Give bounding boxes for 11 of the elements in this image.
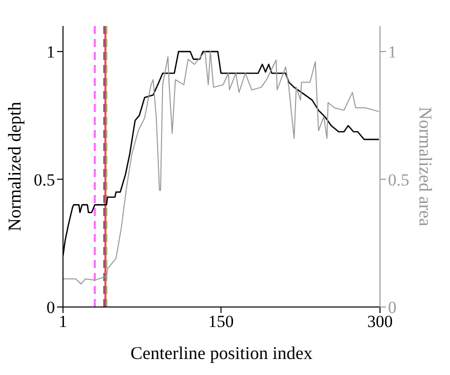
x-tick-label: 150	[208, 312, 234, 332]
y-tick-label: 1	[46, 42, 55, 62]
y-axis-title: Normalized depth	[4, 102, 24, 232]
x-tick-label: 1	[58, 312, 68, 332]
y2-tick-label: 0.5	[388, 170, 410, 190]
y-tick-label: 0.5	[34, 170, 55, 190]
x-tick-label: 300	[367, 312, 393, 332]
y2-axis-title: Normalized area	[416, 106, 436, 226]
y-tick-label: 0	[46, 298, 55, 318]
x-axis-title: Centerline position index	[130, 343, 312, 363]
y2-tick-label: 1	[388, 42, 396, 62]
